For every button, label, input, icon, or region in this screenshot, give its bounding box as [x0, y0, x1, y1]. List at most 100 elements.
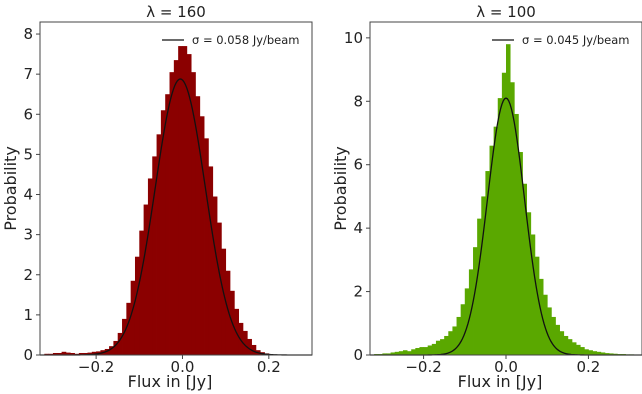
histogram-bar: [160, 110, 166, 355]
histogram-bar: [415, 348, 420, 355]
histogram-bar: [147, 178, 153, 355]
histogram-bar: [510, 82, 515, 355]
histogram-bar: [225, 270, 231, 355]
histogram-bar: [182, 46, 188, 355]
histogram-bar: [551, 316, 556, 355]
histogram-bar: [600, 352, 606, 355]
y-tick-label: 6: [353, 156, 363, 174]
x-tick-label: 0.2: [257, 358, 281, 376]
plot-frame: [39, 21, 313, 356]
histogram-bar: [514, 113, 519, 355]
histogram-bar: [87, 352, 93, 355]
y-tick-label: 2: [23, 266, 33, 284]
histogram-bar: [518, 152, 523, 355]
histogram-bar: [419, 347, 424, 355]
histogram-bar: [604, 353, 610, 355]
histogram-bar: [571, 342, 577, 355]
y-tick-label: 8: [23, 25, 33, 43]
histogram-bar: [464, 288, 470, 355]
histogram-bar: [501, 72, 507, 355]
histogram-bar: [411, 349, 416, 355]
histogram-bar: [580, 347, 585, 355]
histogram-bar: [156, 134, 162, 355]
histogram-bar: [186, 54, 192, 356]
histogram-bar: [165, 94, 170, 356]
histogram-bar: [567, 339, 573, 355]
histogram-bar: [576, 344, 581, 355]
histogram-bar: [489, 145, 495, 355]
histogram-bar: [117, 332, 123, 355]
y-tick-label: 0: [23, 346, 33, 364]
histogram-bar: [386, 353, 392, 355]
histogram-bar: [407, 351, 412, 355]
histogram-bar: [178, 46, 183, 355]
histogram-bar: [152, 156, 157, 355]
x-tick-label: 0.2: [576, 358, 600, 376]
histogram-bar: [394, 351, 400, 355]
histogram-bar: [584, 349, 589, 355]
y-tick-label: 10: [344, 29, 363, 47]
histogram-bar: [555, 324, 560, 355]
histogram-bar: [423, 347, 429, 355]
histogram-bar: [402, 350, 408, 355]
histogram-bar: [588, 350, 593, 355]
histogram-bar: [61, 351, 67, 355]
histogram-bar: [481, 196, 486, 355]
histogram-bar: [530, 234, 536, 355]
x-tick-label: −0.2: [405, 358, 441, 376]
histogram-bar: [57, 352, 62, 355]
histogram-bar: [538, 278, 544, 355]
histogram-bar: [559, 331, 565, 355]
histogram-bar: [78, 352, 84, 355]
histogram-bar: [444, 335, 449, 355]
histogram-bar: [104, 348, 110, 355]
histogram-bar: [609, 353, 614, 355]
histogram-bar: [191, 72, 196, 355]
histogram-bar: [122, 318, 127, 355]
histogram-bar: [526, 212, 532, 355]
histogram-bar: [382, 353, 387, 355]
y-axis-label: Probability: [331, 146, 350, 231]
histogram-bar: [448, 331, 453, 355]
histogram-bar: [143, 204, 149, 355]
histogram-bar: [477, 218, 482, 355]
y-tick-label: 8: [353, 92, 363, 110]
histogram-bar: [390, 352, 396, 355]
histogram-bar: [543, 294, 548, 355]
histogram-bar: [70, 352, 75, 355]
histogram-bar: [169, 72, 175, 355]
y-tick-label: 0: [353, 346, 363, 364]
histogram-bar: [65, 352, 71, 355]
histogram-bar: [506, 44, 511, 355]
histogram-bar: [242, 330, 248, 355]
histogram-bar: [251, 344, 257, 355]
histogram-bar: [456, 316, 462, 355]
histogram-bar: [398, 351, 404, 355]
histogram-bar: [485, 171, 490, 355]
histogram-bar: [134, 256, 140, 355]
right-histogram-panel: −0.2 0.0 0.2 0 2 4 6 8 10 λ = 100 Flux in [Jy] Prob…: [331, 3, 642, 391]
histogram-bar: [130, 280, 136, 355]
histogram-bar: [460, 304, 466, 355]
histogram-bar: [126, 302, 132, 355]
histogram-bar: [208, 166, 214, 355]
y-tick-label: 5: [23, 145, 33, 163]
histogram-bar: [427, 345, 433, 355]
histogram-bar: [52, 352, 58, 355]
x-axis-label: Flux in [Jy]: [458, 372, 543, 391]
x-tick-label: −0.2: [78, 358, 114, 376]
histogram-bar: [139, 230, 145, 355]
histogram-bar: [431, 343, 437, 355]
legend-label: σ = 0.045 Jy/beam: [522, 33, 630, 47]
histogram-bar: [522, 183, 528, 355]
chart-title: λ = 100: [476, 3, 536, 21]
histogram-bar: [91, 351, 97, 355]
histogram-bar: [195, 96, 201, 355]
histogram-bar: [547, 307, 552, 355]
histogram-bar: [212, 196, 218, 355]
x-axis-label: Flux in [Jy]: [128, 372, 213, 391]
y-tick-label: 1: [23, 306, 33, 324]
x-tick-label: 0.0: [494, 358, 518, 376]
y-tick-label: 4: [23, 186, 33, 204]
y-tick-label: 4: [353, 219, 363, 237]
